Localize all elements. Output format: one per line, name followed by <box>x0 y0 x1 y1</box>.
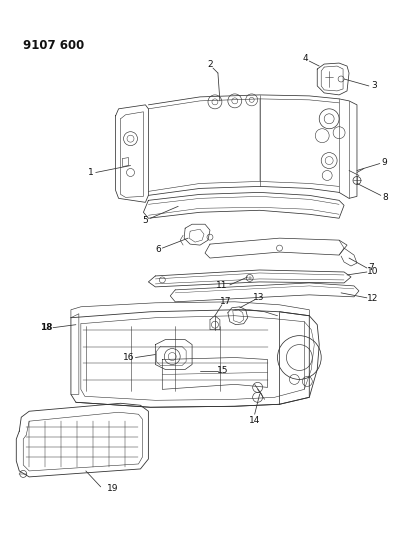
Text: 15: 15 <box>217 366 229 375</box>
Text: 10: 10 <box>367 268 379 277</box>
Text: 5: 5 <box>143 216 148 225</box>
Text: 6: 6 <box>155 245 161 254</box>
Text: 19: 19 <box>107 484 118 494</box>
Text: 11: 11 <box>216 281 228 290</box>
Text: 17: 17 <box>220 297 232 306</box>
Text: 1: 1 <box>88 168 94 177</box>
Text: 12: 12 <box>367 294 379 303</box>
Text: 2: 2 <box>207 60 213 69</box>
Text: 14: 14 <box>249 416 260 425</box>
Text: 16: 16 <box>123 353 134 362</box>
Text: 7: 7 <box>368 263 374 272</box>
Text: 4: 4 <box>302 54 308 62</box>
Text: 9: 9 <box>381 158 387 167</box>
Text: 18: 18 <box>40 323 52 332</box>
Text: 13: 13 <box>253 293 264 302</box>
Text: 3: 3 <box>371 82 377 91</box>
Text: 9107 600: 9107 600 <box>23 39 85 52</box>
Text: 8: 8 <box>382 193 388 202</box>
